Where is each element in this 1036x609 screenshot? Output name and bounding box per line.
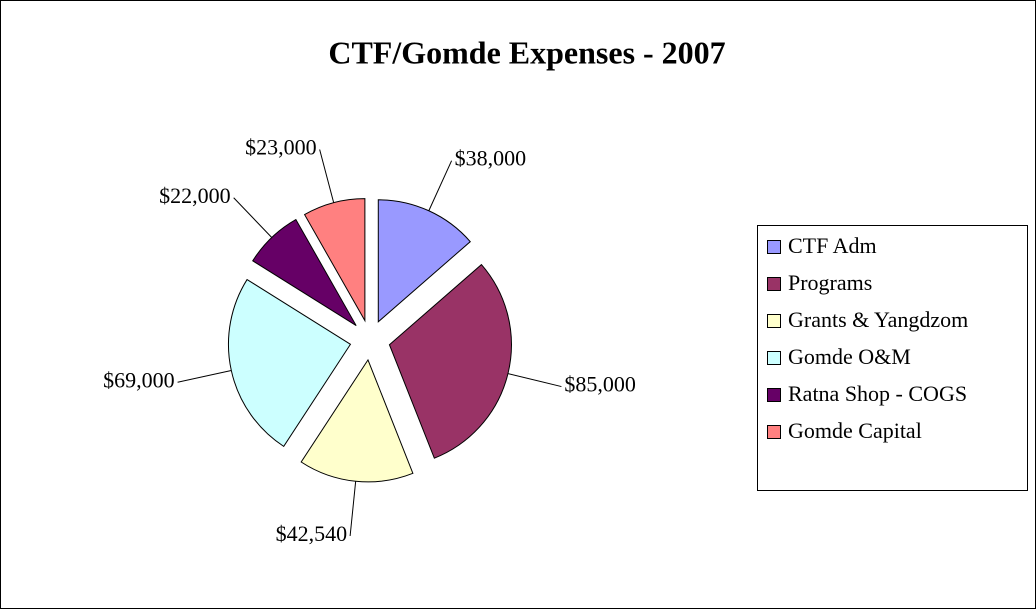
legend-label: Gomde O&M	[788, 344, 911, 369]
legend-swatch	[767, 351, 781, 365]
data-label: $22,000	[159, 183, 231, 208]
pie-slice	[303, 198, 366, 323]
legend-swatch	[767, 314, 781, 328]
legend-label: Programs	[788, 270, 872, 295]
data-label: $85,000	[564, 372, 636, 397]
legend-label: Gomde Capital	[788, 418, 922, 443]
leader-line	[349, 481, 357, 537]
leader-line	[233, 197, 273, 238]
legend-swatch	[767, 388, 781, 402]
pie-slice	[252, 218, 357, 326]
leader-line	[319, 149, 335, 203]
legend-swatch	[767, 277, 781, 291]
pie-slice	[377, 199, 471, 323]
leader-line	[428, 160, 453, 211]
chart-title: CTF/Gomde Expenses - 2007	[328, 34, 725, 70]
data-label: $38,000	[455, 146, 526, 171]
legend-label: CTF Adm	[788, 233, 877, 258]
legend-swatch	[767, 425, 781, 439]
leader-line	[177, 369, 232, 383]
data-label: $23,000	[245, 135, 317, 160]
pie-slice	[228, 278, 352, 448]
data-label: $69,000	[103, 367, 175, 392]
legend-label: Ratna Shop - COGS	[788, 381, 967, 406]
legend-label: Grants & Yangdzom	[788, 307, 968, 332]
legend-box	[757, 225, 1028, 491]
leader-line	[507, 373, 562, 388]
legend-swatch	[767, 240, 781, 254]
pie-slice	[300, 358, 414, 483]
data-label: $42,540	[276, 521, 348, 546]
